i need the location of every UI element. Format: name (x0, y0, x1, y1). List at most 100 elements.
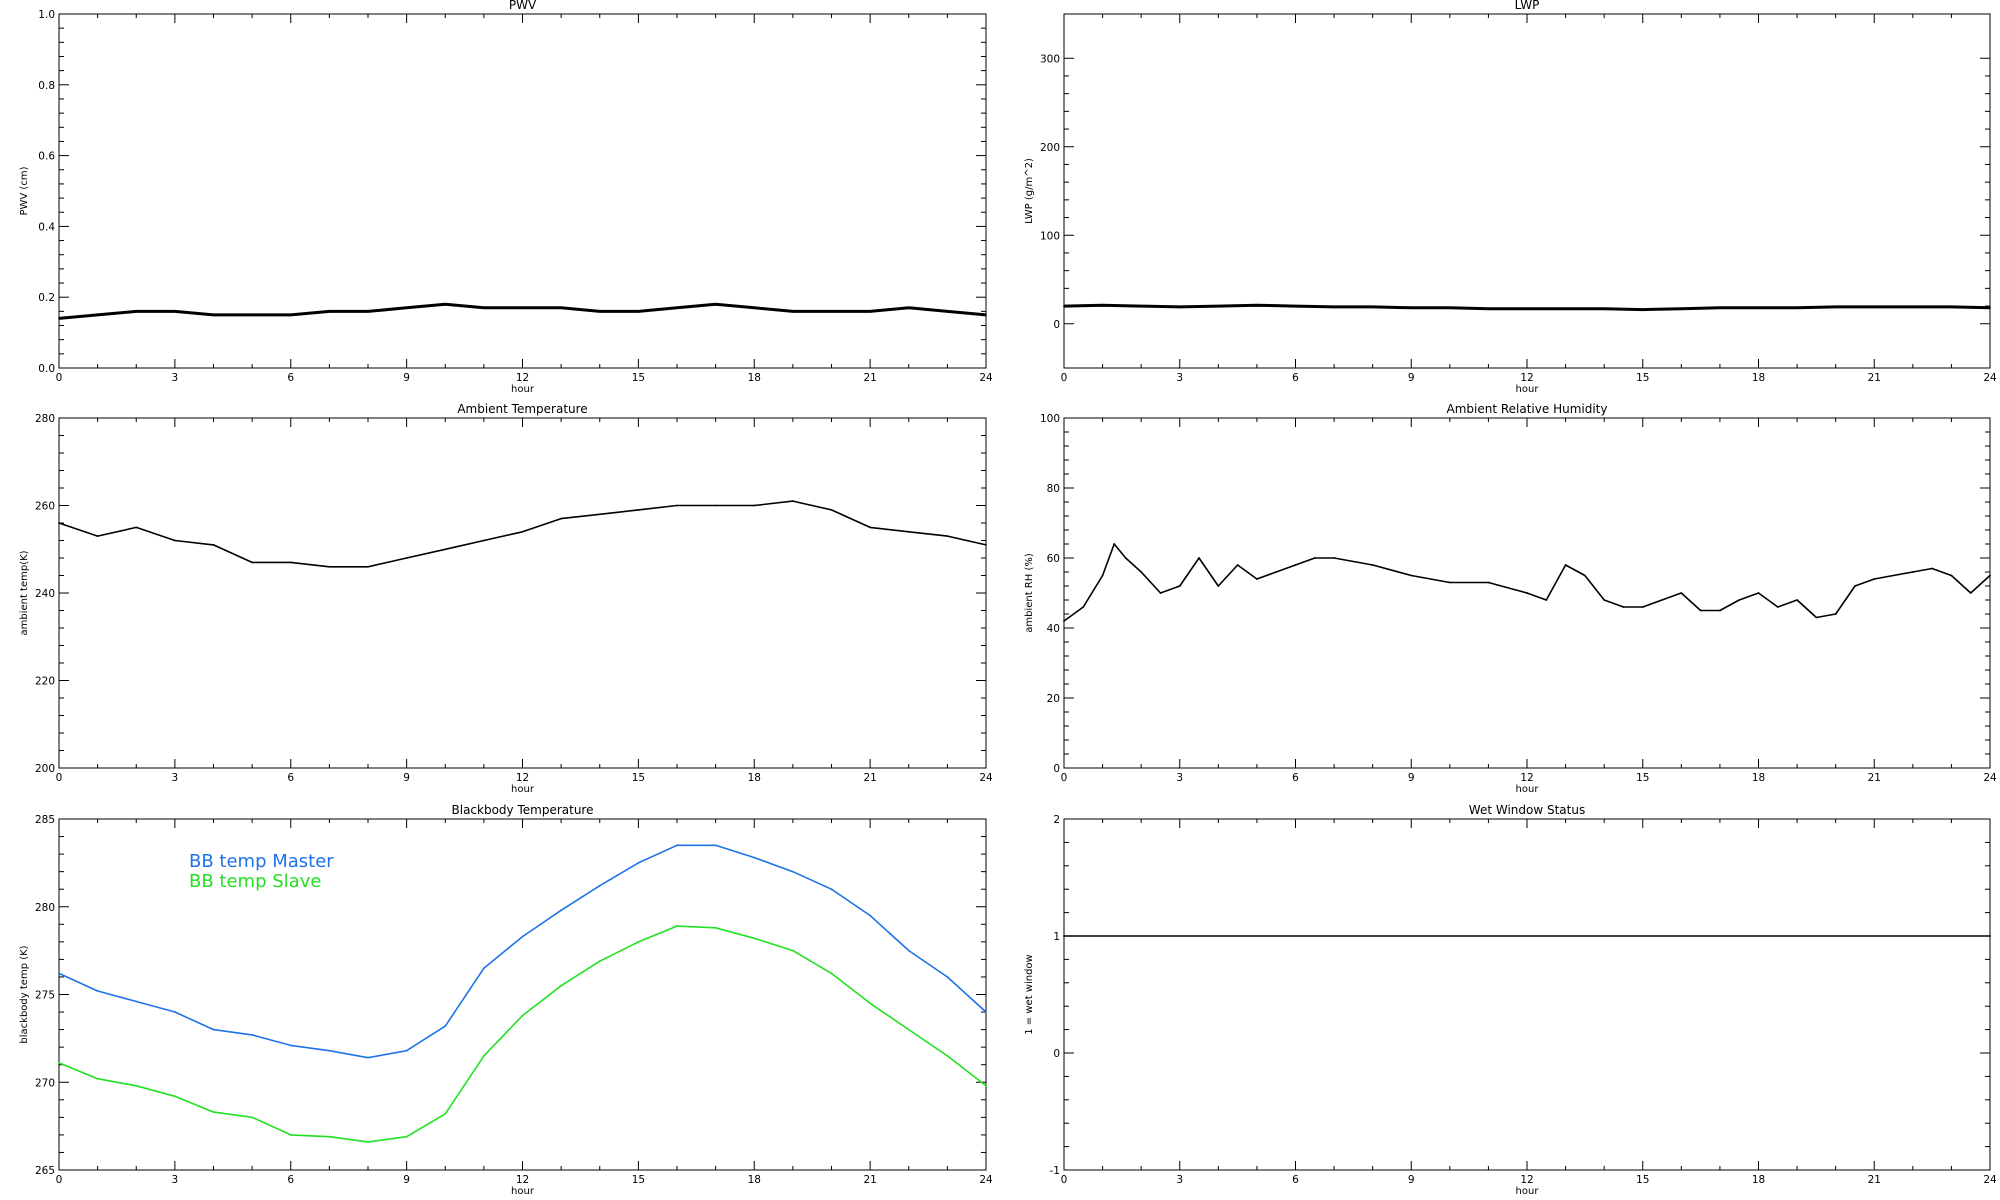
x-tick-label: 18 (1752, 372, 1765, 384)
data-point (869, 526, 872, 529)
data-point (251, 561, 254, 564)
x-axis-label: hour (1516, 784, 1540, 795)
y-tick-label: 280 (35, 902, 55, 914)
y-tick-label: 265 (35, 1165, 55, 1177)
x-tick-label: 24 (979, 772, 993, 784)
chart-title: Wet Window Status (1469, 803, 1585, 817)
data-point (1124, 557, 1127, 559)
data-point (1198, 557, 1200, 559)
data-point (560, 517, 563, 520)
data-point (1313, 557, 1316, 559)
y-tick-label: 260 (35, 501, 55, 513)
data-point (560, 984, 563, 987)
x-tick-label: 9 (403, 372, 410, 384)
x-tick-label: 3 (1176, 772, 1183, 784)
data-point (58, 1062, 60, 1064)
x-tick-label: 0 (56, 372, 63, 384)
x-tick-label: 21 (1868, 772, 1881, 784)
data-point (907, 530, 910, 533)
y-tick-label: 80 (1047, 483, 1060, 495)
data-point (135, 1000, 138, 1003)
data-point (251, 1033, 254, 1036)
data-point (444, 548, 447, 551)
x-tick-label: 12 (1520, 772, 1533, 784)
data-point (1603, 599, 1606, 601)
x-axis-label: hour (1516, 384, 1540, 395)
data-point (1950, 574, 1953, 577)
data-point (212, 1111, 215, 1113)
x-tick-label: 6 (1292, 772, 1299, 784)
data-point (482, 539, 485, 542)
data-point (1564, 564, 1567, 566)
y-axis-label: ambient temp(K) (19, 550, 30, 635)
data-point (289, 1044, 292, 1047)
data-point (405, 1049, 408, 1052)
data-point (1526, 592, 1528, 594)
data-point (1719, 306, 1721, 309)
chart-blackbody-temperature: Blackbody Temperature 0 3 6 9 12 15 18 21 24 hour 2… (19, 803, 993, 1197)
data-point (946, 976, 949, 978)
data-point (58, 972, 60, 975)
data-point (1159, 592, 1162, 594)
data-point (869, 1002, 872, 1005)
data-point (1796, 599, 1798, 601)
data-point (1719, 609, 1721, 612)
chart-title: Ambient Temperature (457, 402, 587, 416)
chart-pwv: PWV 0 3 6 9 12 15 18 21 24 hour 0.0 0.2 0.4 0.6 0.8 1.0 P… (19, 0, 993, 395)
data-point (367, 310, 369, 313)
data-point (1989, 935, 1991, 937)
y-axis-label: ambient RH (%) (1024, 553, 1035, 633)
data-point (1082, 606, 1085, 608)
x-tick-label: 15 (1636, 1174, 1649, 1186)
x-tick-label: 9 (403, 1174, 410, 1186)
data-point (1063, 305, 1065, 307)
data-point (521, 1014, 524, 1017)
data-point (1583, 574, 1586, 577)
data-point (1873, 578, 1876, 580)
data-point (1063, 935, 1065, 937)
x-tick-label: 24 (1983, 372, 1997, 384)
data-point (985, 1084, 987, 1087)
data-point (1641, 606, 1644, 608)
data-point (405, 306, 408, 309)
data-point (135, 1084, 138, 1087)
x-tick-label: 6 (1292, 1174, 1299, 1186)
y-tick-label: 1.0 (38, 9, 55, 21)
data-point (1294, 305, 1297, 307)
data-point (96, 314, 99, 316)
chart-title: Blackbody Temperature (452, 803, 594, 817)
y-tick-label: 285 (35, 814, 55, 826)
y-tick-label: 0.8 (38, 80, 55, 92)
x-tick-label: 15 (632, 772, 645, 784)
data-point (1622, 606, 1625, 608)
data-point (1063, 620, 1065, 622)
data-point (1487, 581, 1490, 584)
data-point (1834, 613, 1837, 615)
x-tick-label: 0 (1061, 372, 1068, 384)
data-point (251, 314, 254, 316)
data-point (985, 1011, 987, 1013)
data-point (289, 561, 292, 564)
data-point (714, 926, 717, 929)
data-point (1776, 606, 1779, 608)
data-point (1815, 616, 1818, 619)
x-tick-label: 21 (1868, 1174, 1881, 1186)
data-point (1217, 305, 1220, 307)
data-point (212, 1028, 215, 1031)
x-tick-label: 24 (979, 372, 993, 384)
y-tick-label: 300 (1040, 53, 1060, 65)
x-tick-label: 3 (1176, 372, 1183, 384)
y-tick-label: 20 (1047, 693, 1060, 705)
data-point (598, 310, 601, 313)
x-tick-label: 12 (516, 1174, 529, 1186)
data-point (946, 535, 949, 538)
x-tick-label: 3 (172, 1174, 179, 1186)
x-tick-label: 15 (632, 372, 645, 384)
y-tick-label: 220 (35, 676, 55, 688)
data-point (1236, 564, 1239, 566)
x-tick-label: 15 (1636, 372, 1649, 384)
x-tick-label: 15 (1636, 772, 1649, 784)
data-point (1757, 306, 1760, 309)
data-point (367, 565, 369, 568)
data-point (753, 856, 756, 859)
